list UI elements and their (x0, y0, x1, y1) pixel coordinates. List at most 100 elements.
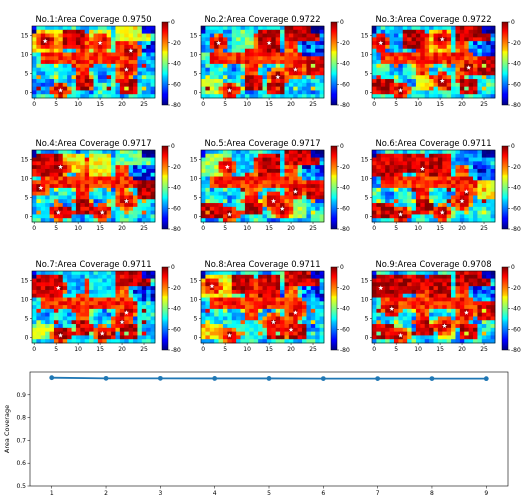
heatmap-cell (36, 184, 42, 189)
heatmap-cell (67, 274, 72, 279)
heatmap-cell (150, 274, 156, 279)
heatmap-cell (266, 324, 272, 329)
heatmap-cell (398, 161, 404, 166)
heatmap-cell (58, 29, 64, 34)
sensor-star-marker (216, 40, 222, 46)
heatmap-cell (32, 71, 37, 76)
heatmap-cell (280, 161, 285, 166)
heatmap-cell (36, 56, 42, 61)
heatmap-cell (271, 297, 277, 302)
heatmap-cell (481, 48, 487, 53)
heatmap-cell (284, 327, 290, 332)
heatmap-cell (284, 44, 290, 50)
heatmap-cell (393, 195, 399, 200)
heatmap-cell (310, 218, 316, 223)
x-tick-label: 10 (414, 101, 422, 108)
heatmap-cell (67, 33, 72, 38)
heatmap-cell (302, 274, 307, 279)
heatmap-cell (376, 86, 382, 91)
heatmap-cell (133, 176, 138, 181)
heatmap-cell (451, 282, 456, 287)
heatmap-cell (205, 26, 211, 31)
heatmap-cell (266, 52, 272, 57)
heatmap-cell (380, 44, 386, 50)
heatmap-cell (111, 37, 116, 42)
heatmap-cell (249, 331, 255, 336)
heatmap-cell (89, 86, 94, 91)
heatmap-cell (84, 282, 90, 287)
heatmap-cell (433, 187, 439, 193)
heatmap-cell (398, 79, 404, 84)
heatmap-cell (249, 71, 255, 76)
heatmap-cell (372, 271, 377, 276)
heatmap-cell (141, 153, 147, 158)
heatmap-cell (477, 210, 483, 215)
heatmap-cell (258, 293, 263, 298)
heatmap-cell (437, 41, 443, 46)
heatmap-cell (115, 316, 121, 321)
heatmap-cell (209, 206, 215, 211)
heatmap-cell (89, 37, 94, 42)
heatmap-cell (106, 199, 112, 204)
heatmap-cell (420, 271, 426, 276)
heatmap-cell (407, 301, 412, 306)
heatmap-cell (133, 214, 138, 219)
heatmap-cell (53, 165, 59, 170)
heatmap-cell (49, 44, 55, 50)
heatmap-cell (146, 278, 151, 283)
heatmap-cell (415, 63, 421, 69)
heatmap-cell (84, 278, 90, 283)
heatmap-cell (111, 172, 116, 177)
heatmap-cell (481, 312, 487, 317)
heatmap-cell (266, 206, 272, 211)
heatmap-cell (310, 82, 316, 87)
heatmap-cell (150, 278, 156, 283)
heatmap-cell (372, 293, 377, 298)
y-tick-label: 0 (25, 334, 29, 341)
heatmap-cell (222, 161, 228, 166)
heatmap-cell (137, 331, 143, 336)
heatmap-cell (209, 187, 215, 193)
heatmap-cell (380, 191, 386, 196)
heatmap-cell (146, 86, 151, 91)
heatmap-cell (133, 191, 138, 196)
heatmap-cell (62, 282, 68, 287)
heatmap-cell (119, 79, 125, 84)
heatmap-cell (58, 180, 64, 185)
heatmap-cell (84, 289, 90, 295)
heatmap-cell (380, 153, 386, 158)
heatmap-cell (119, 90, 125, 95)
heatmap-cell (433, 153, 439, 158)
heatmap-cell (297, 71, 303, 76)
heatmap-cell (71, 301, 77, 306)
heatmap-cell (275, 312, 281, 317)
heatmap-cell (258, 180, 263, 185)
heatmap-cell (62, 278, 68, 283)
heatmap-cell (80, 199, 86, 204)
heatmap-cell (490, 71, 496, 76)
heatmap-cell (411, 37, 417, 42)
heatmap-cell (376, 214, 382, 219)
heatmap-cell (80, 52, 86, 57)
heatmap-cell (89, 168, 94, 174)
sensor-star-marker (271, 319, 276, 325)
heatmap-cell (490, 218, 496, 223)
heatmap-cell (481, 44, 487, 50)
heatmap-cell (258, 165, 263, 170)
heatmap-cell (141, 282, 147, 287)
heatmap-cell (288, 316, 294, 321)
colorbar-tick-label: -40 (511, 185, 521, 192)
heatmap-cell (481, 161, 487, 166)
heatmap-cell (218, 206, 224, 211)
colorbar-tick-label: -80 (171, 347, 181, 354)
heatmap-cell (442, 176, 448, 181)
heatmap-cell (80, 29, 86, 34)
heatmap-cell (45, 206, 50, 211)
heatmap-cell (231, 184, 237, 189)
heatmap-cell (244, 82, 250, 87)
heatmap-cell (146, 293, 151, 298)
heatmap-cell (473, 282, 478, 287)
heatmap-cell (398, 308, 404, 314)
heatmap-cell (266, 297, 272, 302)
heatmap-cell (249, 37, 255, 42)
